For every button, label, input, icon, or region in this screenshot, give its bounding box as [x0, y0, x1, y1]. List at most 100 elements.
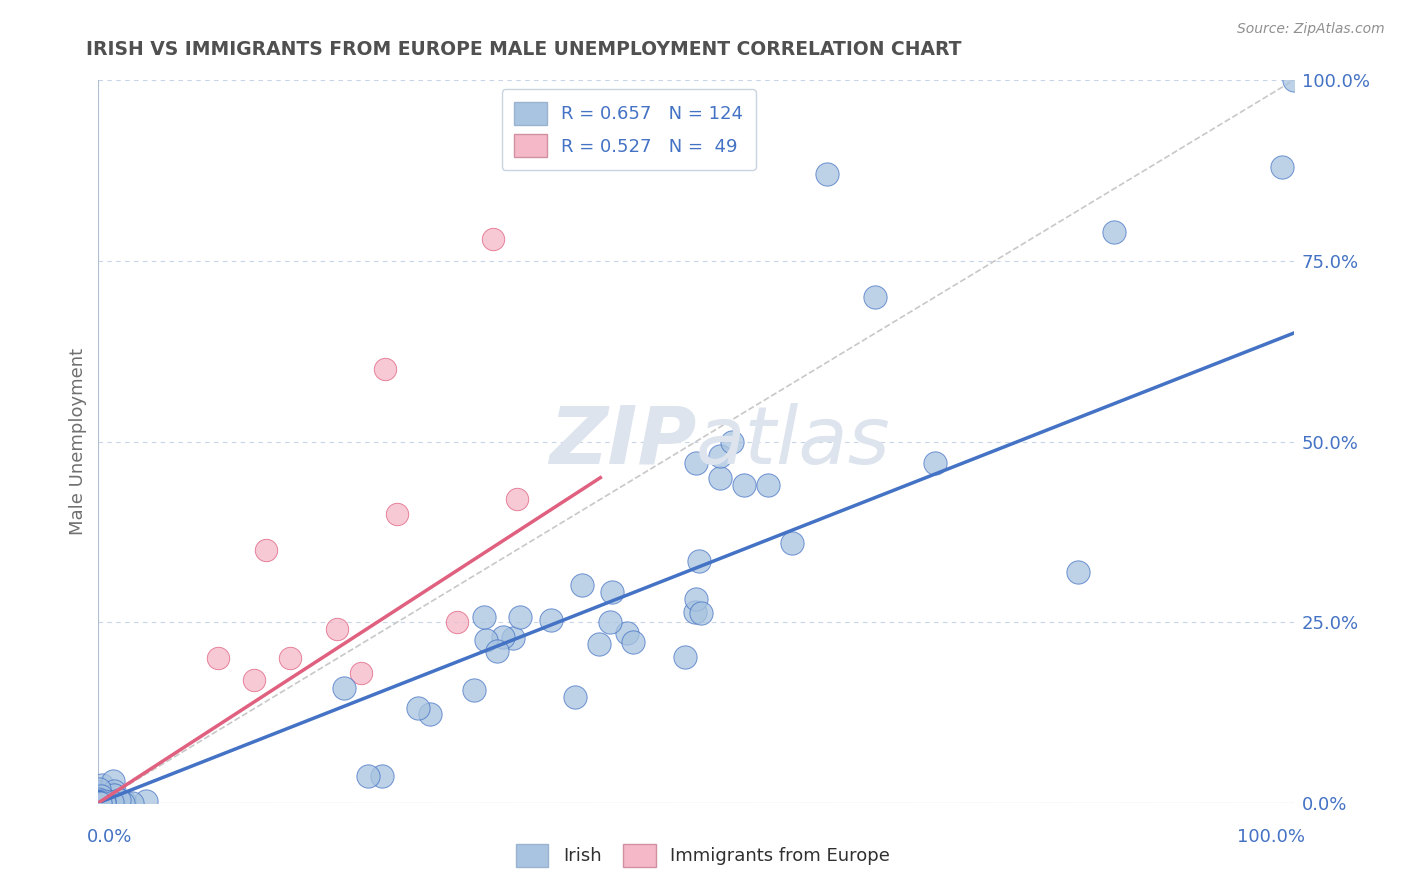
Point: [685, 591, 707, 606]
Point: [96, 794, 118, 808]
Point: [87, 796, 110, 810]
Point: [87, 796, 110, 810]
Point: [87, 796, 110, 810]
Point: [756, 478, 779, 492]
Point: [90, 796, 112, 810]
Point: [87, 796, 110, 810]
Point: [93, 795, 115, 809]
Point: [492, 630, 515, 644]
Point: [87, 789, 110, 804]
Point: [93, 796, 115, 810]
Point: [89, 796, 111, 810]
Point: [87, 796, 110, 810]
Point: [87, 795, 110, 809]
Point: [87, 795, 110, 809]
Point: [540, 613, 562, 627]
Text: 100.0%: 100.0%: [1237, 828, 1306, 847]
Point: [87, 794, 110, 808]
Point: [616, 625, 638, 640]
Point: [87, 796, 110, 810]
Point: [87, 796, 110, 810]
Point: [90, 791, 112, 805]
Point: [688, 554, 710, 568]
Point: [93, 796, 115, 810]
Point: [1271, 160, 1294, 174]
Point: [673, 650, 696, 665]
Point: [90, 789, 112, 803]
Point: [350, 665, 373, 680]
Point: [87, 791, 110, 805]
Point: [97, 796, 120, 810]
Point: [571, 578, 593, 592]
Point: [90, 796, 112, 810]
Point: [502, 631, 524, 645]
Point: [90, 778, 112, 792]
Point: [87, 788, 110, 802]
Text: atlas: atlas: [696, 402, 891, 481]
Point: [100, 794, 122, 808]
Point: [87, 796, 110, 810]
Point: [87, 793, 110, 807]
Legend: Irish, Immigrants from Europe: Irish, Immigrants from Europe: [509, 837, 897, 874]
Point: [865, 290, 887, 304]
Point: [89, 795, 111, 809]
Point: [87, 792, 110, 806]
Point: [1282, 73, 1305, 87]
Point: [89, 796, 111, 810]
Point: [90, 790, 112, 805]
Point: [94, 796, 117, 810]
Point: [87, 796, 110, 810]
Point: [89, 796, 111, 810]
Point: [93, 796, 115, 810]
Point: [97, 796, 120, 810]
Point: [207, 651, 229, 665]
Point: [446, 615, 468, 630]
Point: [97, 796, 120, 810]
Point: [90, 796, 112, 810]
Y-axis label: Male Unemployment: Male Unemployment: [69, 348, 87, 535]
Point: [371, 768, 394, 782]
Point: [114, 796, 136, 810]
Point: [463, 683, 485, 698]
Point: [89, 796, 111, 810]
Text: 0.0%: 0.0%: [87, 828, 132, 847]
Point: [87, 793, 110, 807]
Point: [87, 796, 110, 810]
Point: [815, 167, 838, 181]
Point: [481, 232, 505, 246]
Point: [721, 434, 744, 449]
Point: [89, 796, 111, 810]
Point: [101, 787, 124, 801]
Point: [924, 456, 946, 470]
Point: [93, 791, 115, 805]
Point: [1067, 565, 1090, 579]
Point: [374, 362, 396, 376]
Point: [90, 796, 112, 810]
Point: [89, 796, 111, 810]
Point: [90, 788, 112, 802]
Point: [89, 796, 111, 810]
Point: [333, 681, 356, 695]
Point: [89, 795, 111, 809]
Point: [89, 796, 111, 810]
Point: [94, 796, 117, 810]
Point: [485, 644, 508, 658]
Point: [135, 794, 157, 808]
Point: [87, 794, 110, 808]
Point: [472, 610, 495, 624]
Point: [89, 794, 111, 808]
Point: [87, 796, 110, 810]
Point: [89, 796, 111, 810]
Point: [87, 796, 110, 810]
Point: [602, 585, 624, 599]
Point: [689, 606, 711, 620]
Point: [90, 796, 112, 810]
Text: ZIP: ZIP: [548, 402, 696, 481]
Point: [385, 507, 409, 521]
Point: [112, 796, 135, 810]
Point: [474, 632, 496, 647]
Point: [588, 637, 610, 651]
Point: [107, 793, 129, 807]
Point: [97, 795, 120, 809]
Point: [89, 796, 111, 810]
